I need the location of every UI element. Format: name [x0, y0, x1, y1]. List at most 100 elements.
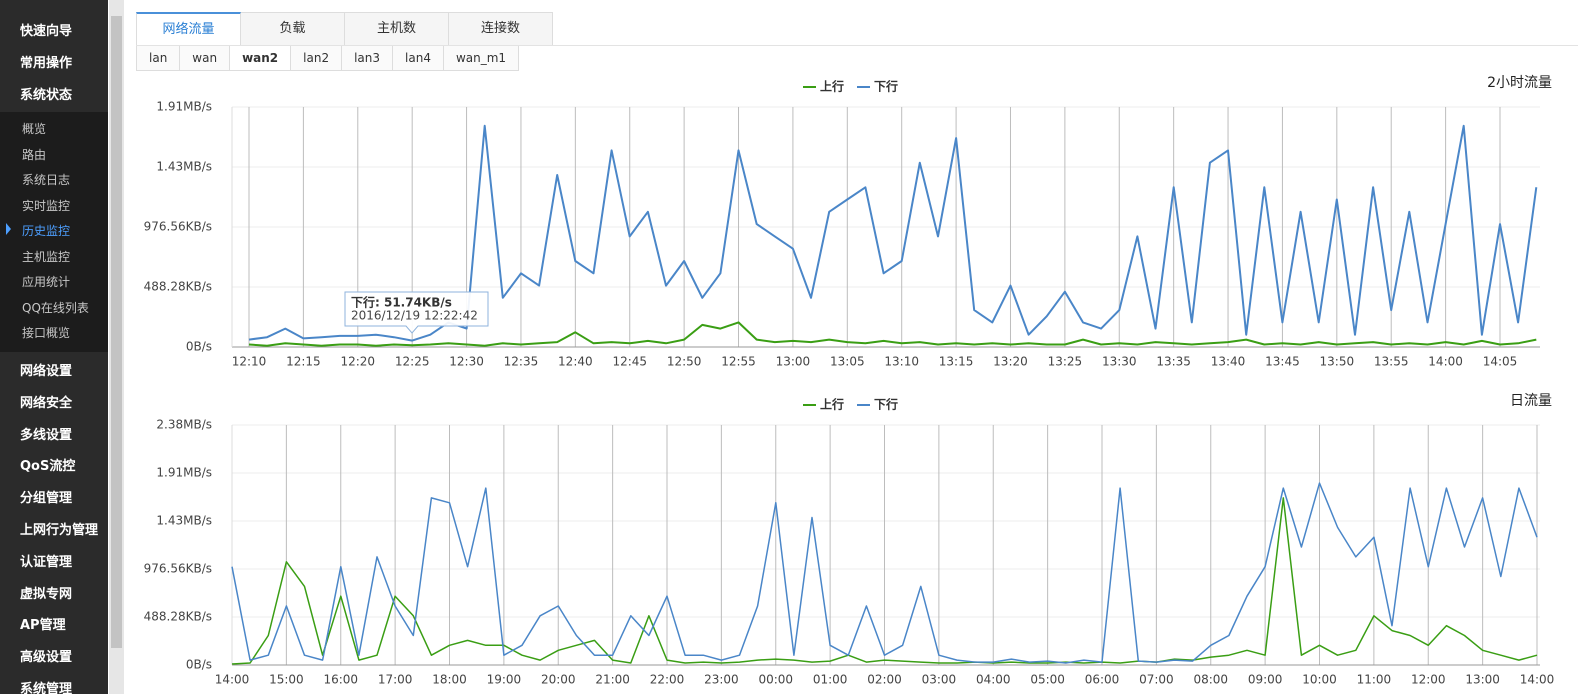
active-marker — [6, 223, 11, 235]
x-tick-label: 13:45 — [1265, 355, 1300, 369]
legend-label: 下行 — [874, 397, 898, 412]
tooltip-box — [344, 291, 489, 334]
submenu-item[interactable]: 历史监控 — [22, 224, 71, 238]
x-tick-label: 22:00 — [650, 673, 685, 687]
menu-item[interactable]: 虚拟专网 — [20, 586, 73, 602]
x-tick-label: 12:00 — [1411, 673, 1446, 687]
submenu-item[interactable]: 路由 — [22, 147, 47, 162]
x-tick-label: 13:40 — [1211, 355, 1246, 369]
legend-label: 上行 — [820, 397, 844, 412]
x-tick-label: 12:15 — [286, 355, 321, 369]
x-tick-label: 11:00 — [1357, 673, 1392, 687]
x-tick-label: 12:20 — [340, 355, 375, 369]
x-tick-label: 15:00 — [269, 673, 304, 687]
x-tick-label: 12:50 — [667, 355, 702, 369]
x-tick-label: 16:00 — [323, 673, 358, 687]
tab[interactable]: 主机数 — [345, 12, 449, 46]
x-tick-label: 19:00 — [487, 673, 522, 687]
x-tick-label: 14:00 — [1428, 355, 1463, 369]
x-tick-label: 12:10 — [232, 355, 267, 369]
submenu-item[interactable]: 应用统计 — [22, 275, 71, 289]
x-tick-label: 12:35 — [504, 355, 539, 369]
subtab[interactable]: wan_m1 — [443, 46, 520, 71]
sidebar: 快速向导常用操作系统状态概览路由系统日志实时监控历史监控主机监控应用统计 QQ在线… — [0, 0, 108, 697]
x-tick-label: 13:10 — [884, 355, 919, 369]
x-tick-label: 13:30 — [1102, 355, 1137, 369]
subtab[interactable]: lan4 — [393, 46, 444, 71]
legend-label: 上行 — [820, 79, 844, 94]
y-tick-label: 976.56KB/s — [144, 562, 212, 576]
menu-item[interactable]: 网络安全 — [20, 395, 73, 411]
x-tick-label: 13:00 — [776, 355, 811, 369]
submenu-bg — [0, 112, 108, 352]
subtab[interactable]: lan3 — [342, 46, 394, 71]
tab-line — [136, 45, 1578, 46]
y-tick-label: 1.91MB/s — [156, 465, 212, 479]
submenu-item[interactable]: 接口概览 — [22, 326, 71, 340]
subtab[interactable]: lan — [136, 46, 181, 71]
tabs: 网络流量 负载 主机数 连接数 — [136, 12, 553, 46]
y-tick-label: 1.43MB/s — [156, 160, 212, 174]
y-tick-label: 1.43MB/s — [156, 514, 212, 528]
x-tick-label: 01:00 — [813, 673, 848, 687]
menu-item[interactable]: 高级设置 — [20, 650, 73, 666]
x-tick-label: 13:55 — [1374, 355, 1409, 369]
x-tick-label: 04:00 — [976, 673, 1011, 687]
menu-item[interactable]: AP管理 — [20, 618, 66, 634]
submenu-item[interactable]: 系统日志 — [22, 173, 71, 187]
x-tick-label: 08:00 — [1193, 673, 1228, 687]
menu-item[interactable]: 常用操作 — [20, 56, 73, 71]
x-tick-label: 17:00 — [378, 673, 413, 687]
menu-item[interactable]: 分组管理 — [20, 491, 73, 507]
y-tick-label: 488.28KB/s — [144, 610, 212, 624]
x-tick-label: 14:00 — [1520, 673, 1555, 687]
subtab[interactable]: wan — [180, 46, 231, 71]
x-tick-label: 23:00 — [704, 673, 739, 687]
x-tick-label: 13:15 — [939, 355, 974, 369]
x-tick-label: 07:00 — [1139, 673, 1174, 687]
x-tick-label: 05:00 — [1030, 673, 1065, 687]
tooltip-time: 2016/12/19 12:22:42 — [351, 309, 478, 323]
x-tick-label: 13:00 — [1465, 673, 1500, 687]
x-tick-label: 12:55 — [721, 355, 756, 369]
submenu-item[interactable]: QQ在线列表 — [22, 300, 89, 315]
subtab[interactable]: wan2 — [230, 46, 292, 71]
x-tick-label: 12:40 — [558, 355, 593, 369]
subtabs: lan wan wan2 lan2 lan3 lan4 wan_m1 — [136, 46, 520, 71]
menu-item[interactable]: 系统状态 — [20, 88, 73, 103]
menu-item[interactable]: 系统管理 — [20, 682, 73, 697]
x-tick-label: 02:00 — [867, 673, 902, 687]
x-tick-label: 20:00 — [541, 673, 576, 687]
menu-item[interactable]: QoS流控 — [20, 459, 76, 475]
menu-item[interactable]: 快速向导 — [20, 24, 73, 39]
submenu-item[interactable]: 主机监控 — [22, 249, 71, 264]
y-tick-label: 488.28KB/s — [144, 280, 212, 294]
menu-item[interactable]: 多线设置 — [20, 427, 73, 443]
menu-item[interactable]: 上网行为管理 — [20, 523, 99, 538]
menu-item[interactable]: 认证管理 — [20, 554, 73, 570]
series-line — [231, 497, 1538, 665]
subtab[interactable]: lan2 — [291, 46, 343, 71]
series-line — [231, 482, 1538, 664]
x-tick-label: 13:25 — [1048, 355, 1083, 369]
y-tick-label: 2.38MB/s — [156, 418, 212, 432]
tab[interactable]: 连接数 — [449, 12, 553, 46]
x-tick-label: 21:00 — [595, 673, 630, 687]
tab[interactable]: 网络流量 — [136, 12, 241, 46]
x-tick-label: 14:00 — [215, 673, 250, 687]
x-tick-label: 12:30 — [449, 355, 484, 369]
tab[interactable]: 负载 — [241, 12, 345, 46]
submenu-item[interactable]: 概览 — [22, 122, 47, 136]
legend-label: 下行 — [874, 79, 898, 94]
x-tick-label: 03:00 — [922, 673, 957, 687]
x-tick-label: 00:00 — [758, 673, 793, 687]
chart-title: 日流量 — [1510, 393, 1552, 409]
x-tick-label: 10:00 — [1302, 673, 1337, 687]
series-line — [248, 124, 1538, 342]
menu-item[interactable]: 网络设置 — [20, 364, 73, 379]
x-tick-label: 13:35 — [1156, 355, 1191, 369]
submenu-item[interactable]: 实时监控 — [22, 198, 71, 213]
x-tick-label: 18:00 — [432, 673, 467, 687]
scroll-thumb[interactable] — [111, 16, 122, 648]
